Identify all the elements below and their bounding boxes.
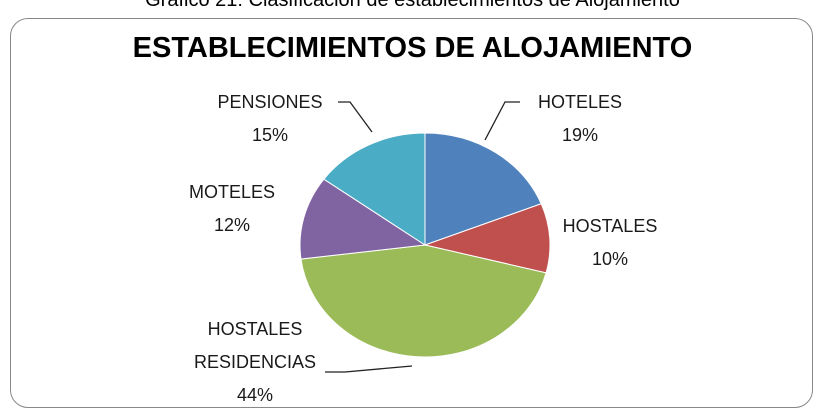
slice-label: PENSIONES 15% (185, 86, 355, 152)
pie-slice (299, 178, 427, 260)
value-label: 15% (251, 125, 289, 145)
value-label: 12% (213, 215, 251, 235)
slice-label: HOTELES 19% (495, 86, 665, 152)
leader-line (338, 101, 373, 133)
leader-line (325, 365, 413, 373)
caption: Gráfico 21: Clasificación de establecimi… (145, 0, 680, 11)
category-label: HOSTALES RESIDENCIAS (193, 319, 317, 372)
chart-title: ESTABLECIMIENTOS DE ALOJAMIENTO (132, 32, 693, 64)
pie-slice (424, 132, 542, 246)
category-label: HOSTALES (562, 216, 658, 236)
category-label: MOTELES (188, 182, 276, 202)
leader-line (484, 101, 520, 141)
slice-label: HOSTALES 10% (525, 210, 695, 276)
pie-slice (323, 132, 426, 246)
category-label: PENSIONES (217, 92, 323, 112)
value-label: 10% (591, 249, 629, 269)
chart-frame (10, 18, 813, 408)
category-label: HOTELES (537, 92, 623, 112)
value-label: 19% (561, 125, 599, 145)
leader-lines (325, 101, 520, 373)
slice-label: MOTELES 12% (147, 176, 317, 242)
pie-slice (423, 203, 551, 274)
value-label: 44% (236, 385, 274, 405)
pie-slice (300, 244, 547, 358)
slice-label: HOSTALES RESIDENCIAS 44% (170, 313, 340, 412)
